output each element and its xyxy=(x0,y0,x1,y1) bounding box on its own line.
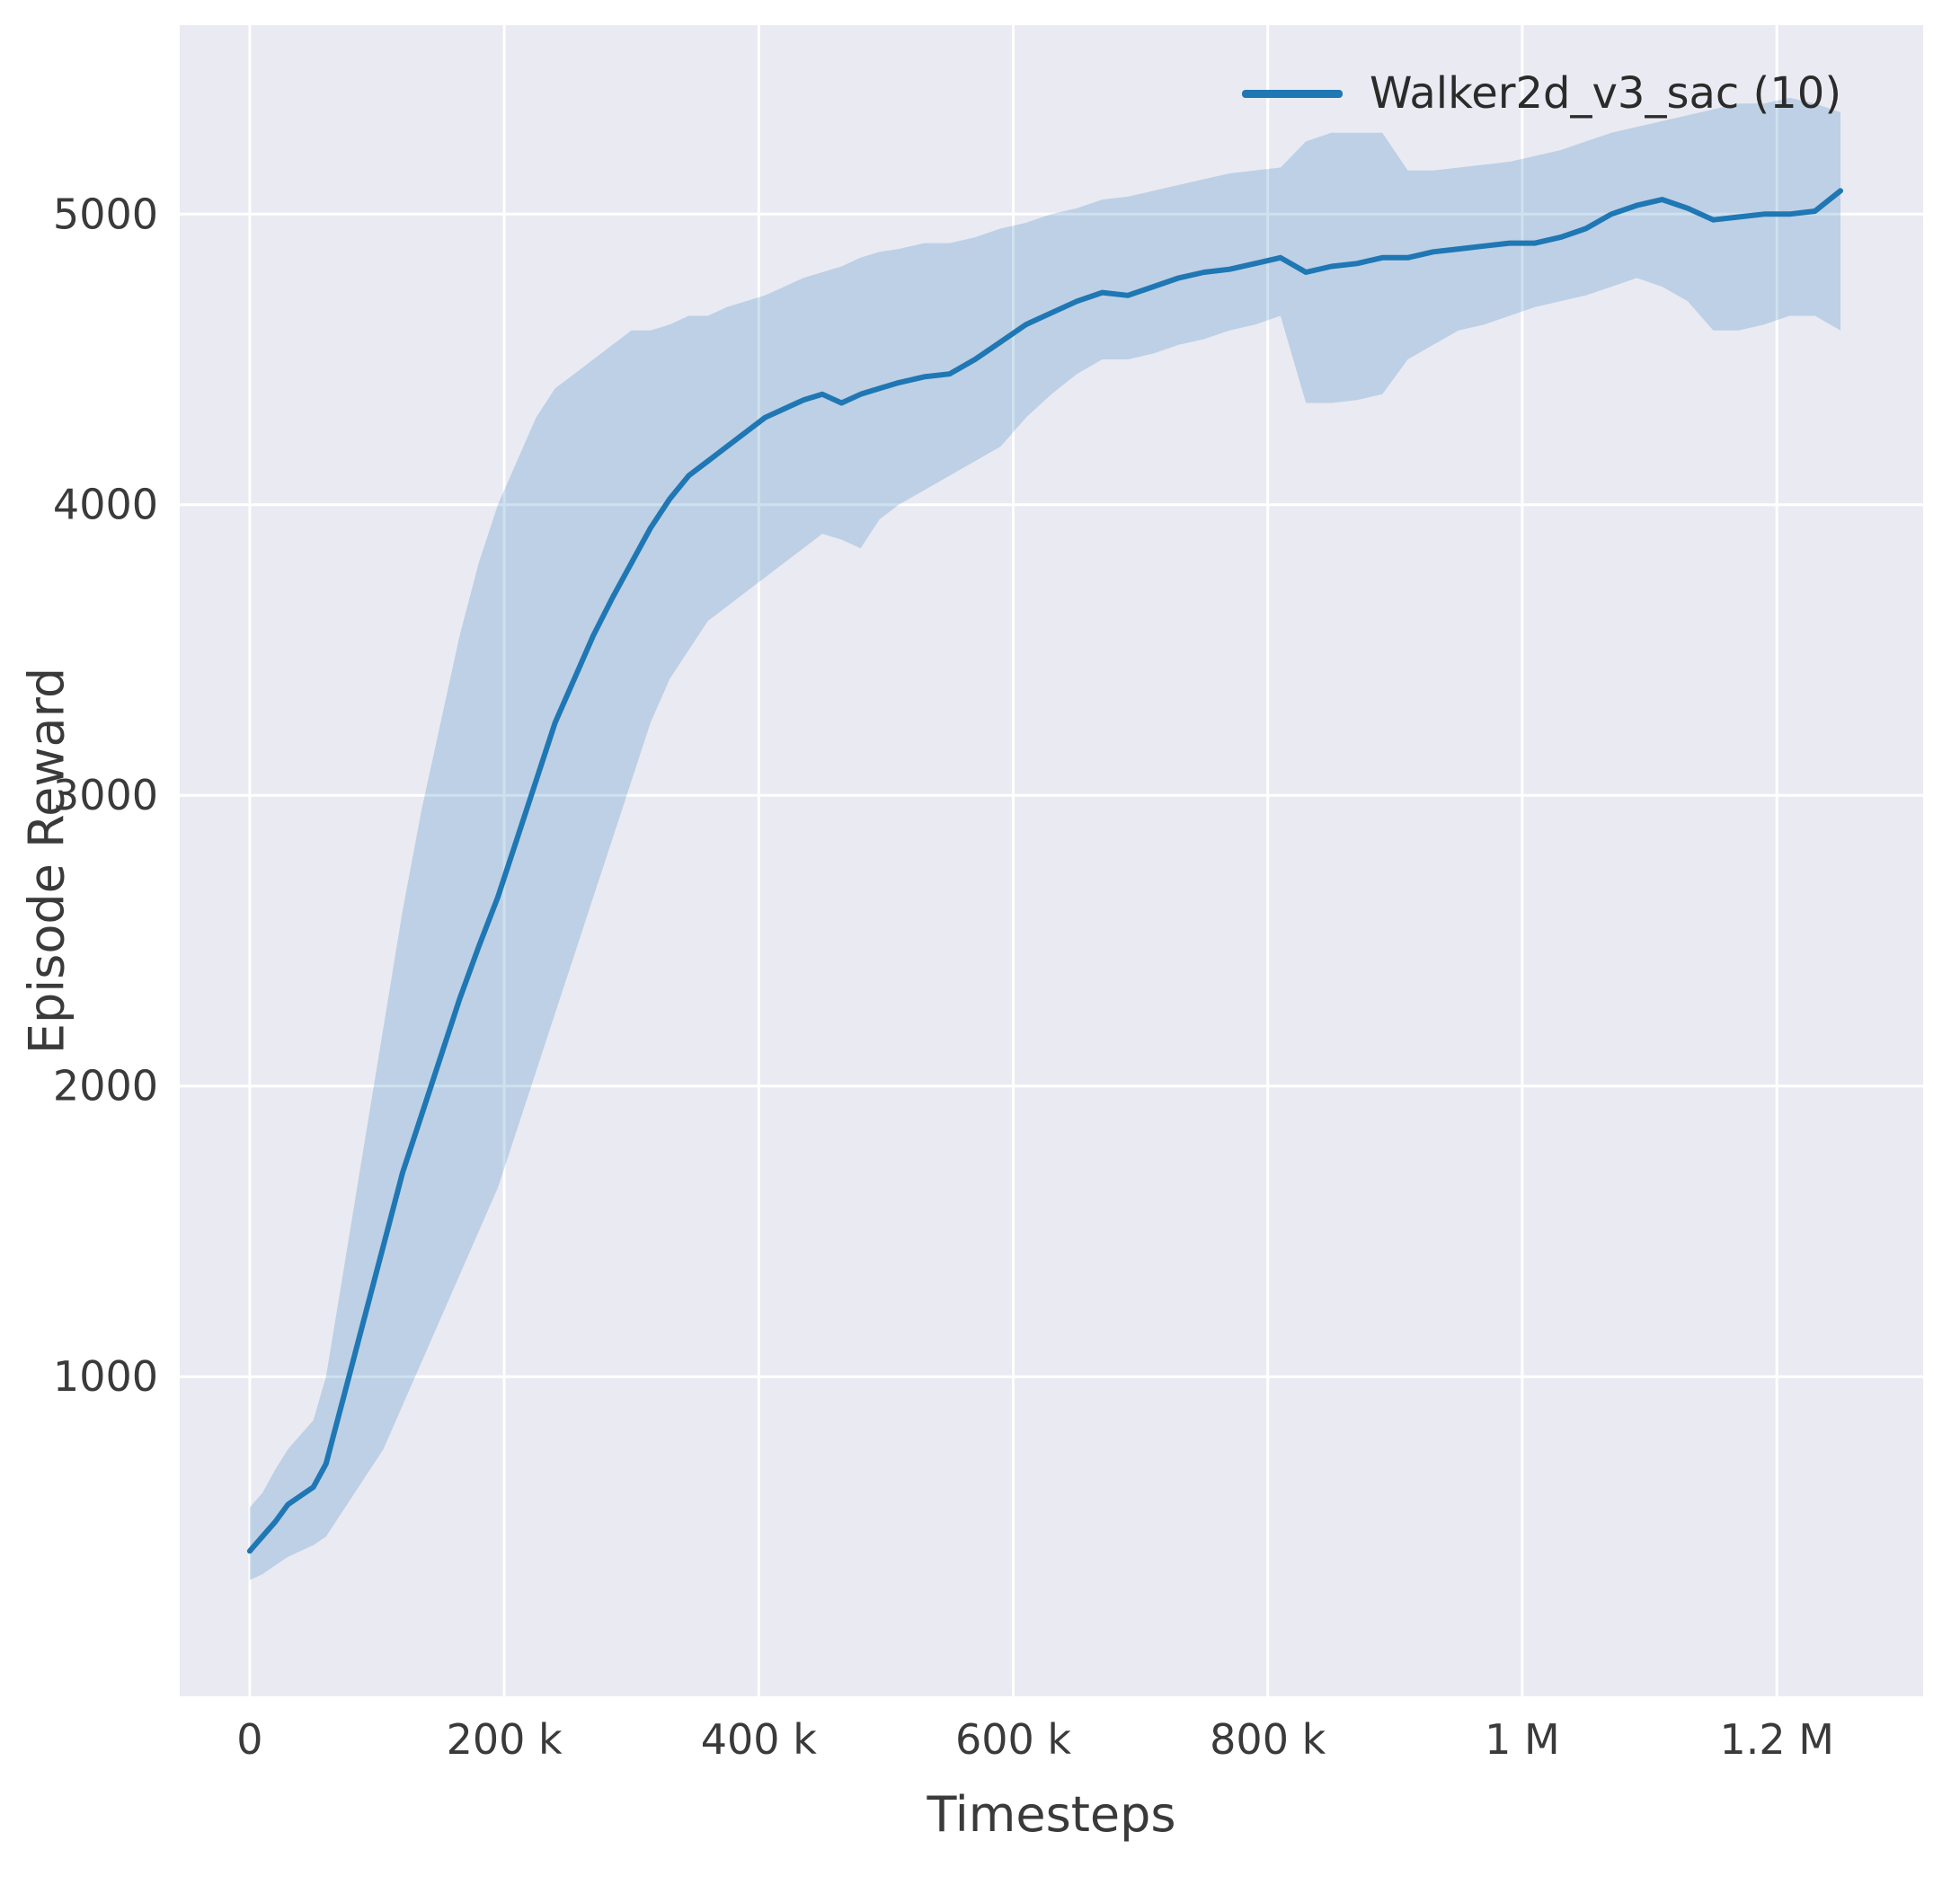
mean-line xyxy=(246,188,1843,1554)
confidence-band xyxy=(249,97,1840,1580)
legend-line-swatch xyxy=(1242,89,1343,98)
plot-background xyxy=(180,25,1923,1696)
legend-label: Walker2d_v3_sac (10) xyxy=(1370,68,1842,119)
x-axis-title: Timesteps xyxy=(927,1786,1176,1843)
y-tick-label: 1000 xyxy=(53,1352,158,1401)
x-tick-label: 400 k xyxy=(701,1715,817,1764)
y-axis-title: Episode Reward xyxy=(18,667,75,1055)
x-tick-label: 0 xyxy=(236,1715,262,1764)
x-tick-label: 600 k xyxy=(955,1715,1071,1764)
x-tick-label: 1.2 M xyxy=(1719,1715,1833,1764)
x-tick-label: 200 k xyxy=(447,1715,563,1764)
y-tick-label: 5000 xyxy=(53,190,158,238)
y-tick-label: 3000 xyxy=(53,771,158,819)
y-tick-label: 2000 xyxy=(53,1062,158,1111)
legend: Walker2d_v3_sac (10) xyxy=(1242,68,1841,119)
x-tick-label: 1 M xyxy=(1485,1715,1560,1764)
x-tick-label: 800 k xyxy=(1210,1715,1326,1764)
y-tick-label: 4000 xyxy=(53,481,158,529)
